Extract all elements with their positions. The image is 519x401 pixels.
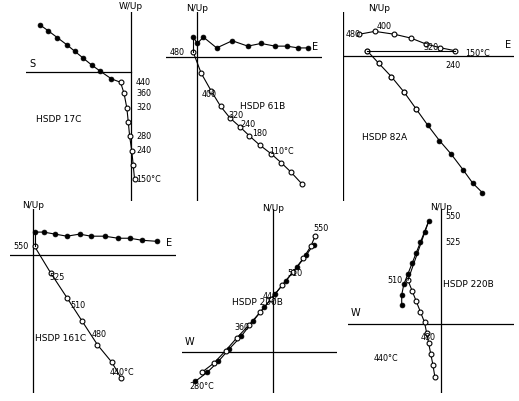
Text: 150°C: 150°C [136,174,161,184]
Text: 510: 510 [387,276,402,285]
Text: 480: 480 [170,48,185,57]
Text: 110°C: 110°C [269,147,293,156]
Text: 440: 440 [262,292,277,301]
Text: N/Up: N/Up [186,4,208,13]
Text: N/Up: N/Up [262,204,284,213]
Text: W/Up: W/Up [119,2,143,12]
Text: 320: 320 [228,111,243,120]
Text: HSDP 200B: HSDP 200B [232,298,283,308]
Text: HSDP 82A: HSDP 82A [362,133,407,142]
Text: N/Up: N/Up [368,4,390,13]
Text: 480: 480 [420,332,435,342]
Text: N/Up: N/Up [22,201,44,210]
Text: 150°C: 150°C [465,49,489,58]
Text: 400: 400 [202,90,217,99]
Text: HSDP 220B: HSDP 220B [443,280,494,289]
Text: W: W [351,308,361,318]
Text: N/Up: N/Up [430,203,452,212]
Text: W: W [184,337,194,347]
Text: 240: 240 [445,61,460,70]
Text: 280: 280 [136,132,151,141]
Text: 480: 480 [91,330,106,339]
Text: 320: 320 [136,103,151,112]
Text: 440°C: 440°C [374,354,398,363]
Text: 550: 550 [313,224,329,233]
Text: HSDP 61B: HSDP 61B [240,102,285,111]
Text: 525: 525 [49,273,64,282]
Text: HSDP 161C: HSDP 161C [35,334,86,343]
Text: 360: 360 [136,89,151,98]
Text: 510: 510 [287,269,302,278]
Text: E: E [505,40,511,50]
Text: S: S [30,59,36,69]
Text: 550: 550 [445,213,460,221]
Text: 440°C: 440°C [109,368,134,377]
Text: 320: 320 [424,43,439,52]
Text: E: E [166,239,172,249]
Text: 525: 525 [445,238,461,247]
Text: E: E [312,42,318,51]
Text: 360: 360 [235,323,250,332]
Text: 480: 480 [346,30,361,39]
Text: 510: 510 [71,302,86,310]
Text: 240: 240 [241,120,256,129]
Text: 240: 240 [136,146,151,155]
Text: 180: 180 [252,129,267,138]
Text: HSDP 17C: HSDP 17C [36,115,82,124]
Text: 400: 400 [377,22,392,31]
Text: 550: 550 [13,242,29,251]
Text: 280°C: 280°C [189,382,214,391]
Text: 440: 440 [136,78,151,87]
